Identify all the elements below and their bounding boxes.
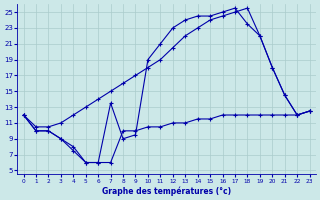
X-axis label: Graphe des températures (°c): Graphe des températures (°c) — [102, 186, 231, 196]
